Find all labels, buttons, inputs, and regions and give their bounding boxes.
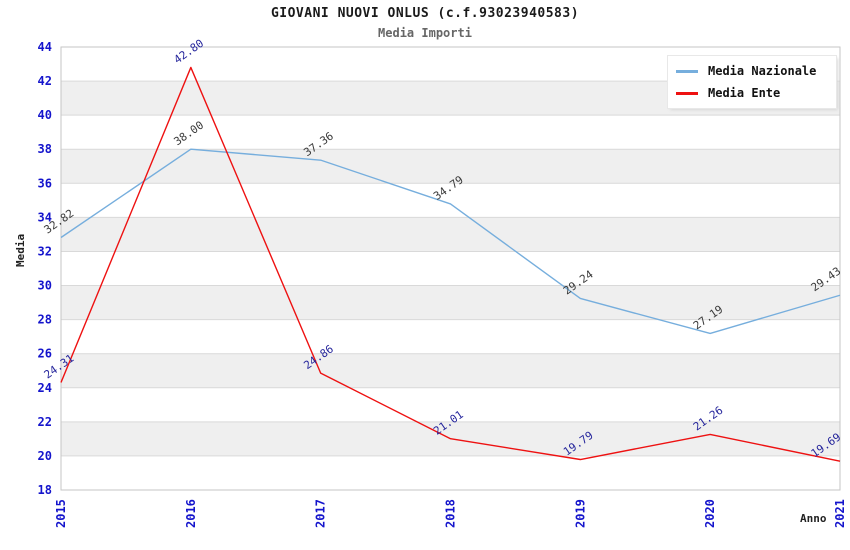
y-tick-label: 26 [38, 347, 52, 361]
legend-item-media-nazionale: Media Nazionale [668, 60, 836, 82]
legend: Media Nazionale Media Ente [668, 56, 836, 108]
series-line [60, 148, 841, 335]
y-tick-label: 30 [38, 279, 52, 293]
y-tick-label: 18 [38, 483, 52, 497]
x-tick-label: 2019 [573, 499, 587, 528]
legend-label: Media Ente [708, 86, 781, 100]
x-tick-label: 2015 [54, 499, 68, 528]
y-tick-label: 36 [38, 176, 52, 190]
x-tick-label: 2017 [314, 499, 328, 528]
y-axis-title: Media [14, 233, 27, 267]
chart-subtitle: Media Importi [378, 26, 472, 40]
band [61, 217, 840, 252]
series-line [60, 66, 841, 462]
y-tick-label: 22 [38, 415, 52, 429]
legend-item-media-ente: Media Ente [668, 82, 836, 104]
media-nazionale-line-swatch [676, 69, 698, 73]
x-tick-label: 2021 [833, 499, 847, 528]
plot-border [60, 46, 841, 491]
point-value-label: 42.80 [172, 37, 207, 67]
y-tick-label: 38 [38, 142, 52, 156]
y-tick-label: 40 [38, 108, 52, 122]
chart-title: GIOVANI NUOVI ONLUS (c.f.93023940583) [270, 6, 580, 21]
y-tick-label: 44 [38, 40, 52, 54]
y-tick-label: 34 [38, 210, 52, 224]
y-tick-label: 32 [38, 244, 52, 258]
band [61, 353, 840, 388]
x-axis-title: Anno [800, 512, 827, 525]
x-tick-label: 2018 [444, 499, 458, 528]
legend-label: Media Nazionale [708, 64, 817, 78]
media-ente-line-swatch [676, 91, 698, 95]
band [61, 149, 840, 184]
band [61, 285, 840, 320]
y-tick-label: 24 [38, 381, 52, 395]
y-tick-label: 28 [38, 313, 52, 327]
y-tick-label: 20 [38, 449, 52, 463]
x-tick-label: 2016 [184, 499, 198, 528]
x-tick-label: 2020 [703, 499, 717, 528]
point-value-label: 38.00 [172, 119, 207, 149]
y-tick-label: 42 [38, 74, 52, 88]
